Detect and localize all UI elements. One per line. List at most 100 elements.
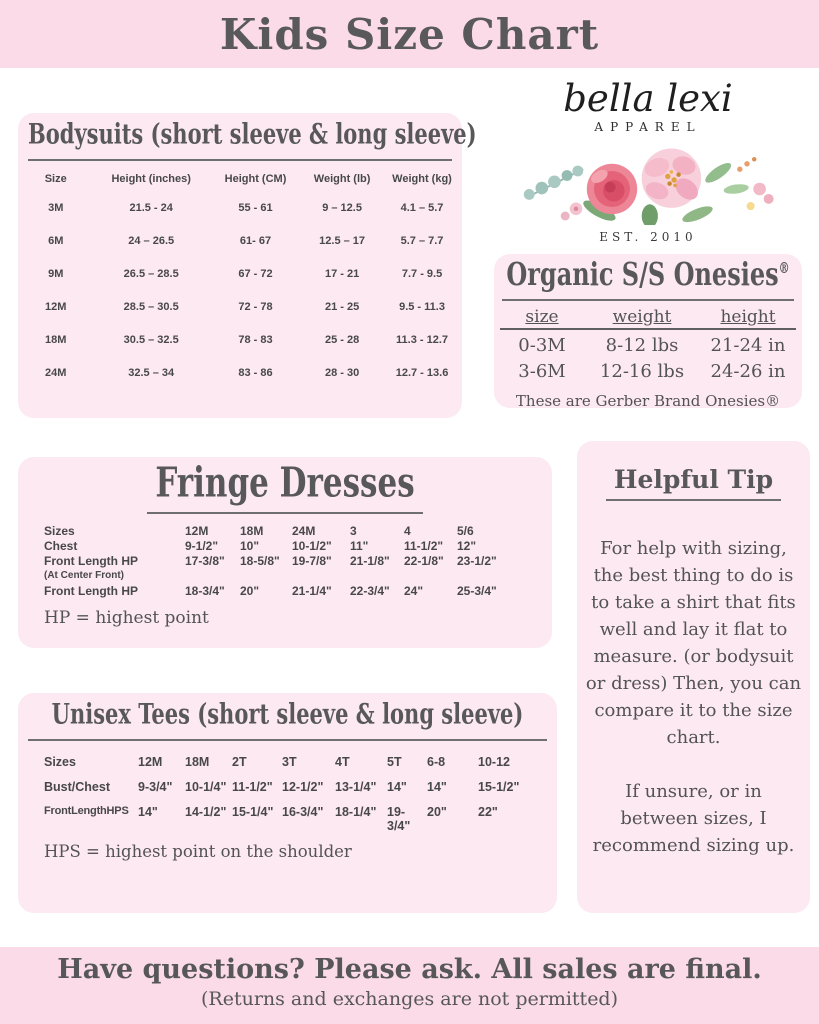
brand-subtitle: APPAREL [594,119,702,134]
bodysuits-cell: 24 – 26.5 [128,234,175,247]
bodysuits-cell: 9M [48,267,64,280]
fringe-cell: 19-7/8" [292,554,332,568]
fringe-cell: 21-1/4" [292,584,332,598]
bodysuits-cell: 25 - 28 [324,333,360,346]
tees-cell: 14-1/2" [185,805,227,819]
bodysuits-cell: 28.5 – 30.5 [123,300,179,313]
brand-established: EST. 2010 [599,229,697,244]
organic-col-header: weight [612,307,672,327]
bodysuits-cell: 61- 67 [239,234,272,247]
organic-title-text: Organic S/S Onesies® [506,254,790,293]
bodysuits-cell: 83 - 86 [238,366,273,379]
tees-cell: 19-3/4" [387,805,411,833]
fringe-cell: 17-3/8" [185,554,225,568]
bodysuits-cell: 4.1 – 5.7 [400,201,444,214]
tees-cell: 6-8 [427,755,446,769]
fringe-cell: 10" [240,539,260,553]
tees-cell: 9-3/4" [138,780,173,794]
tees-cell: 18-1/4" [335,805,377,819]
tees-row-label: FrontLengthHPS [44,805,129,817]
bodysuits-cell: 30.5 – 32.5 [123,333,179,346]
fringe-chest-row: Chest 9-1/2" 10" 10-1/2" 11" 11-1/2" 12" [18,539,552,554]
tees-cell: 11-1/2" [232,780,273,794]
fringe-cell: 24" [404,584,424,598]
bodysuits-cell: 72 - 78 [238,300,273,313]
footer-returns-text: (Returns and exchanges are not permitted… [200,988,619,1010]
fringe-row-label: Sizes [44,524,75,538]
bodysuits-section: Bodysuits (short sleeve & long sleeve) S… [18,113,477,418]
bodysuits-cell: 28 - 30 [324,366,360,379]
table-row: 12M 28.5 – 30.5 72 - 78 21 - 25 9.5 - 11… [18,290,462,323]
table-row: 6M 24 – 26.5 61- 67 12.5 – 17 5.7 – 7.7 [18,224,462,257]
bodysuits-cell: 17 - 21 [324,267,360,280]
tees-title-text: Unisex Tees (short sleeve & long sleeve) [51,697,524,730]
organic-cell: 3-6M [518,361,566,382]
tees-cell: 15-1/4" [232,805,274,819]
floral-bouquet-icon [523,148,774,228]
fringe-row-label: Front Length HP [44,584,138,598]
page-title: Kids Size Chart [219,9,600,59]
organic-onesies-section: Organic S/S Onesies® size weight height … [494,254,802,410]
fringe-cell: 18M [240,524,264,538]
bodysuits-cell: 3M [48,201,64,214]
bodysuits-col-header: Weight (lb) [313,173,371,185]
bodysuits-cell: 67 - 72 [238,267,273,280]
tees-sizes-row: Sizes 12M 18M 2T 3T 4T 5T 6-8 10-12 [18,755,557,769]
fringe-cell: 23-1/2" [457,554,497,568]
tees-cell: 13-1/4" [335,780,377,794]
organic-cell: 8-12 lbs [605,335,679,356]
fringe-cell: 3 [350,524,357,538]
bodysuits-col-header: Weight (kg) [392,173,452,185]
tees-cell: 22" [478,805,498,819]
bodysuits-cell: 7.7 - 9.5 [401,267,443,280]
unisex-tees-section: Unisex Tees (short sleeve & long sleeve)… [18,693,557,913]
bodysuits-col-header: Height (CM) [224,173,287,185]
organic-cell: 0-3M [518,335,566,356]
bodysuits-cell: 11.3 - 12.7 [396,333,449,346]
tees-cell: 14" [138,805,158,819]
bodysuits-cell: 12.5 – 17 [319,234,366,247]
fringe-row-sublabel: (At Center Front) [44,570,124,581]
fringe-title-text: Fringe Dresses [155,459,415,507]
tees-cell: 4T [335,755,350,769]
bodysuits-cell: 9.5 - 11.3 [399,300,445,313]
tees-title: Unisex Tees (short sleeve & long sleeve) [28,697,547,741]
fringe-hp-note: HP = highest point [44,608,209,628]
bodysuits-cell: 18M [45,333,67,346]
organic-col-header: size [525,307,559,327]
brand-name: bella lexi [563,77,733,120]
bodysuits-title: Bodysuits (short sleeve & long sleeve) [28,117,477,161]
tees-cell: 12-1/2" [282,780,324,794]
fringe-cell: 12" [457,539,477,553]
tees-front-length-row: FrontLengthHPS 14" 14-1/2" 15-1/4" 16-3/… [18,805,557,833]
fringe-cell: 4 [404,524,411,538]
bodysuits-header-row: Size Height (inches) Height (CM) Weight … [18,173,462,191]
footer-sales-final-text: Have questions? Please ask. All sales ar… [57,954,762,985]
fringe-cell: 18-3/4" [185,584,225,598]
table-row: 3-6M 12-16 lbs 24-26 in [500,356,796,382]
bodysuits-table: Size Height (inches) Height (CM) Weight … [18,173,462,389]
fringe-cell: 21-1/8" [350,554,390,568]
fringe-cell: 20" [240,584,260,598]
bodysuits-cell: 55 - 61 [238,201,273,214]
helpful-tip-section: Helpful Tip For help with sizing, the be… [577,441,810,913]
bodysuits-cell: 32.5 – 34 [128,366,175,379]
tees-cell: 20" [427,805,447,819]
bottom-banner: Have questions? Please ask. All sales ar… [0,947,819,1024]
table-row: 0-3M 8-12 lbs 21-24 in [500,330,796,356]
fringe-sizes-row: Sizes 12M 18M 24M 3 4 5/6 [18,524,552,539]
brand-logo: bella lexi APPAREL [498,77,798,252]
tees-cell: 18M [185,755,210,769]
bodysuits-col-header: Height (inches) [111,173,191,185]
table-row: 9M 26.5 – 28.5 67 - 72 17 - 21 7.7 - 9.5 [18,257,462,290]
fringe-cell: 9-1/2" [185,539,219,553]
fringe-cell: 18-5/8" [240,554,280,568]
tees-cell: 2T [232,755,247,769]
bodysuits-cell: 21 - 25 [324,300,360,313]
bodysuits-cell: 12M [45,300,67,313]
bodysuits-cell: 12.7 - 13.6 [395,366,449,379]
organic-title: Organic S/S Onesies® [502,255,794,301]
tees-row-label: Bust/Chest [44,780,110,794]
bodysuits-cell: 9 – 12.5 [322,201,362,214]
